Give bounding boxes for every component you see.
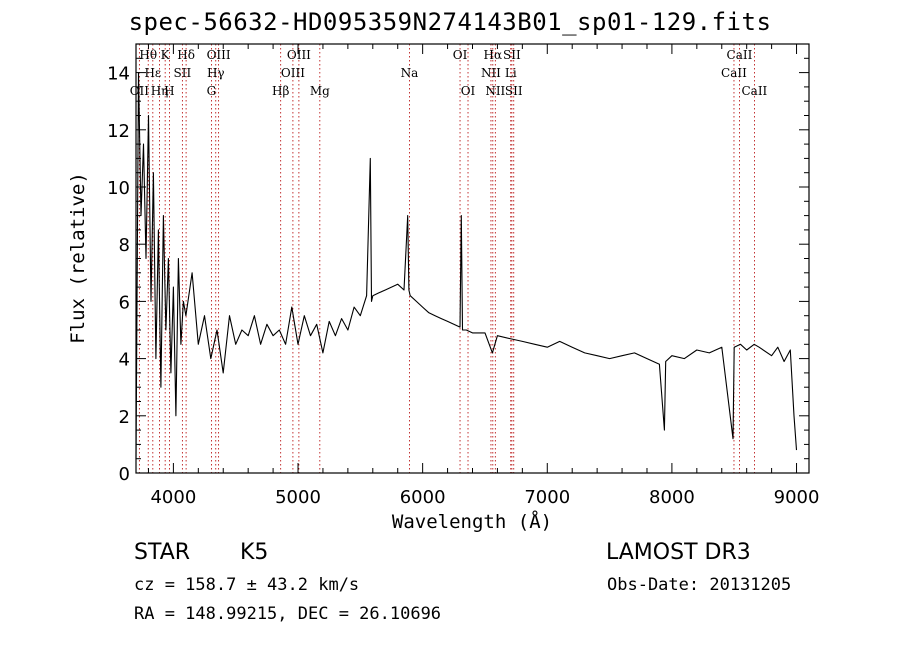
- line-label: NII: [481, 66, 501, 80]
- y-axis-label: Flux (relative): [67, 172, 89, 344]
- line-label: K: [161, 48, 171, 62]
- object-subclass: K5: [240, 540, 269, 565]
- observation-date: Obs-Date: 20131205: [607, 575, 792, 595]
- line-label: SII: [174, 66, 192, 80]
- x-tick-label: 9000: [774, 487, 820, 508]
- y-tick-label: 14: [107, 64, 130, 85]
- line-label: SII: [503, 48, 521, 62]
- plot-frame: [135, 43, 810, 474]
- line-label: OIII: [207, 48, 231, 62]
- line-label: CaII: [721, 66, 747, 80]
- line-label: OIII: [287, 48, 311, 62]
- coordinates: RA = 148.99215, DEC = 26.10696: [134, 604, 442, 624]
- series-group: [135, 72, 798, 459]
- line-label: Hγ: [207, 66, 225, 80]
- line-label: G: [207, 84, 217, 98]
- line-label: SII: [505, 84, 523, 98]
- line-label: Mg: [310, 84, 330, 98]
- x-tick-label: 5000: [275, 487, 321, 508]
- chart-title: spec-56632-HD095359N274143B01_sp01-129.f…: [128, 8, 772, 36]
- line-label: Hβ: [272, 84, 289, 98]
- y-tick-label: 8: [119, 235, 130, 256]
- y-tick-label: 12: [107, 121, 130, 142]
- x-tick-label: 6000: [400, 487, 446, 508]
- line-label: Li: [505, 66, 517, 80]
- line-label: Na: [401, 66, 419, 80]
- y-tick-label: 0: [119, 464, 130, 485]
- spectrum-chart: HθOIIHεHηKHSIIHδGHγOIIIHβOIIIOIIIMgNaOIO…: [67, 43, 820, 533]
- line-label: Hθ: [139, 48, 157, 62]
- line-label: OI: [453, 48, 468, 62]
- redshift-velocity: cz = 158.7 ± 43.2 km/s: [134, 575, 360, 595]
- line-label: OIII: [281, 66, 305, 80]
- y-axis-ticks: 0 2 4 6 8 10 12 14: [107, 57, 809, 485]
- y-tick-label: 4: [119, 350, 130, 371]
- line-label: Hα: [484, 48, 503, 62]
- series-line: [135, 72, 798, 459]
- y-tick-label: 6: [119, 292, 130, 313]
- line-label: OII: [130, 84, 150, 98]
- line-label: CaII: [741, 84, 767, 98]
- spectral-line-labels: HθOIIHεHηKHSIIHδGHγOIIIHβOIIIOIIIMgNaOIO…: [130, 48, 768, 98]
- x-tick-label: 4000: [150, 487, 196, 508]
- y-tick-label: 10: [107, 178, 130, 199]
- line-label: OI: [461, 84, 476, 98]
- survey-name: LAMOST DR3: [606, 540, 751, 565]
- line-label: CaII: [727, 48, 753, 62]
- x-axis-ticks: 4000 5000 6000 7000 8000 9000: [147, 44, 820, 508]
- x-axis-label: Wavelength (Å): [392, 510, 552, 533]
- line-label: Hε: [144, 66, 161, 80]
- spectral-line-markers: [138, 44, 755, 473]
- object-class: STAR: [134, 540, 191, 565]
- line-label: H: [164, 84, 174, 98]
- line-label: Hη: [151, 84, 169, 98]
- x-tick-label: 8000: [649, 487, 695, 508]
- y-tick-label: 2: [119, 407, 130, 428]
- line-label: NII: [485, 84, 505, 98]
- line-label: Hδ: [177, 48, 195, 62]
- x-tick-label: 7000: [524, 487, 570, 508]
